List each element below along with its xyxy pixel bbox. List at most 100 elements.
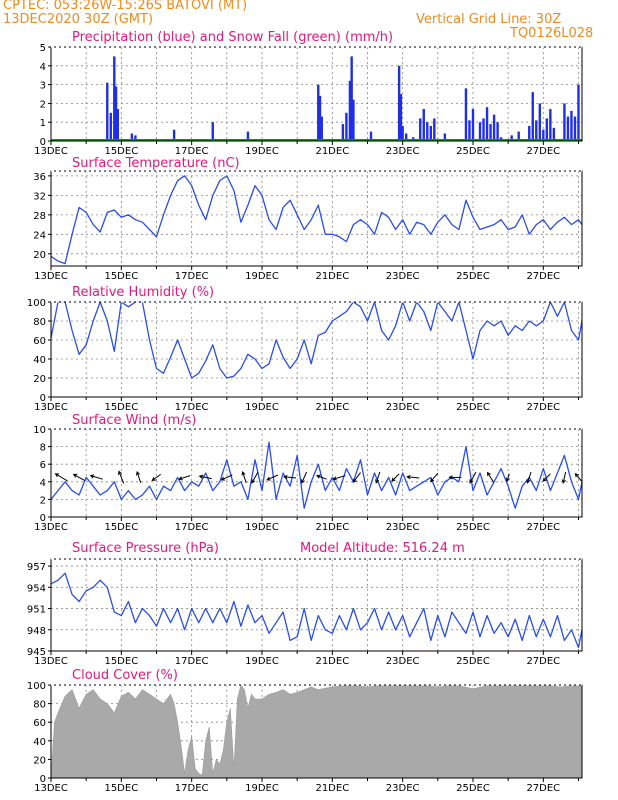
precip-bar <box>404 133 408 141</box>
grid-line-note: Vertical Grid Line: 30Z <box>416 12 562 27</box>
x-tick-label: 17DEC <box>175 271 209 282</box>
precip-bar <box>433 118 436 141</box>
wind-arrow <box>430 472 439 482</box>
x-tick-label: 23DEC <box>386 271 420 282</box>
x-tick-label: 25DEC <box>456 271 490 282</box>
precip-bar <box>399 94 403 141</box>
precip-bar <box>429 125 432 141</box>
precip-bar <box>563 103 566 141</box>
wind-arrow <box>333 475 346 480</box>
x-tick-label: 17DEC <box>175 783 209 794</box>
precip-bar <box>510 135 513 141</box>
precip-bar <box>489 124 492 141</box>
precip-bar <box>538 103 542 141</box>
y-tick-label: 5 <box>40 43 46 54</box>
precip-bar <box>350 56 353 141</box>
y-tick-label: 24 <box>33 230 46 241</box>
pressure-line <box>50 572 583 649</box>
precip-bar <box>482 118 485 141</box>
panel-title-humidity: Relative Humidity (%) <box>72 285 214 300</box>
x-tick-label: 27DEC <box>526 783 560 794</box>
x-tick-label: 15DEC <box>104 146 138 157</box>
y-tick-label: 954 <box>27 583 46 594</box>
y-tick-label: 20 <box>33 374 46 385</box>
wind-arrow <box>73 473 85 481</box>
precip-bar <box>549 109 552 141</box>
y-tick-label: 60 <box>33 336 46 347</box>
panel-frame-temperature <box>50 170 583 267</box>
wind-arrow <box>301 471 308 484</box>
precip-bar <box>496 122 499 141</box>
precip-bar <box>401 125 404 141</box>
wind-arrowhead <box>469 479 474 484</box>
wind-arrowhead <box>198 474 204 479</box>
wind-arrowhead <box>430 478 435 483</box>
precip-bar <box>172 129 176 141</box>
wind-arrow <box>562 471 567 483</box>
y-tick-label: 40 <box>33 737 46 748</box>
precip-bar <box>542 129 545 141</box>
wind-arrowhead <box>375 479 380 484</box>
precip-bar <box>352 99 355 141</box>
precip-bar <box>492 114 496 141</box>
x-tick-label: 13DEC <box>34 656 68 667</box>
y-tick-label: 3 <box>40 81 46 92</box>
x-tick-label: 27DEC <box>526 522 560 533</box>
precip-bar <box>422 109 425 141</box>
x-tick-label: 27DEC <box>526 656 560 667</box>
run-time-header: 13DEC2020 30Z (GMT) <box>3 12 154 27</box>
panel-frame-humidity <box>50 301 583 398</box>
precip-bar <box>114 86 118 141</box>
x-tick-label: 13DEC <box>34 271 68 282</box>
wind-arrow <box>391 473 400 482</box>
precip-bar <box>345 112 348 141</box>
wind-arrow <box>284 476 297 479</box>
wind-arrowhead <box>266 476 271 481</box>
precip-bar <box>348 80 352 141</box>
precip-bar <box>369 131 373 141</box>
precip-bar <box>320 116 323 141</box>
x-tick-label: 19DEC <box>245 146 279 157</box>
precip-bar <box>341 124 345 141</box>
wind-arrow <box>375 471 381 483</box>
wind-arrowhead <box>89 474 95 479</box>
y-tick-label: 948 <box>27 626 46 637</box>
precip-bar <box>464 88 468 141</box>
x-tick-label: 15DEC <box>104 271 138 282</box>
y-tick-label: 2 <box>40 495 46 506</box>
x-tick-label: 19DEC <box>245 783 279 794</box>
x-tick-label: 23DEC <box>386 656 420 667</box>
precip-bar <box>517 131 520 141</box>
x-tick-label: 19DEC <box>245 271 279 282</box>
x-tick-label: 15DEC <box>104 783 138 794</box>
y-tick-label: 6 <box>40 460 46 471</box>
precip-bar <box>528 125 531 141</box>
precip-bar <box>134 135 137 141</box>
precip-bar <box>566 116 570 141</box>
wind-arrowhead <box>391 477 396 482</box>
x-tick-label: 21DEC <box>315 402 349 413</box>
wind-arrowhead <box>542 477 547 482</box>
x-tick-label: 27DEC <box>526 271 560 282</box>
x-tick-label: 19DEC <box>245 522 279 533</box>
precip-bar <box>211 122 214 141</box>
precip-bar <box>130 133 134 141</box>
wind-arrow <box>55 473 68 482</box>
x-tick-label: 23DEC <box>386 522 420 533</box>
x-tick-label: 23DEC <box>386 402 420 413</box>
precip-bar <box>535 120 538 141</box>
precip-bar <box>419 118 422 141</box>
precip-bar <box>577 84 580 141</box>
wind-arrow <box>266 474 279 481</box>
precip-bar <box>545 118 549 141</box>
y-tick-label: 100 <box>27 298 46 309</box>
wind-arrow <box>487 472 494 483</box>
x-tick-label: 17DEC <box>175 522 209 533</box>
y-tick-label: 32 <box>33 191 46 202</box>
x-tick-label: 25DEC <box>456 783 490 794</box>
precip-bar <box>570 110 573 141</box>
x-tick-label: 19DEC <box>245 402 279 413</box>
wind-arrow <box>90 475 103 480</box>
x-tick-label: 19DEC <box>245 656 279 667</box>
